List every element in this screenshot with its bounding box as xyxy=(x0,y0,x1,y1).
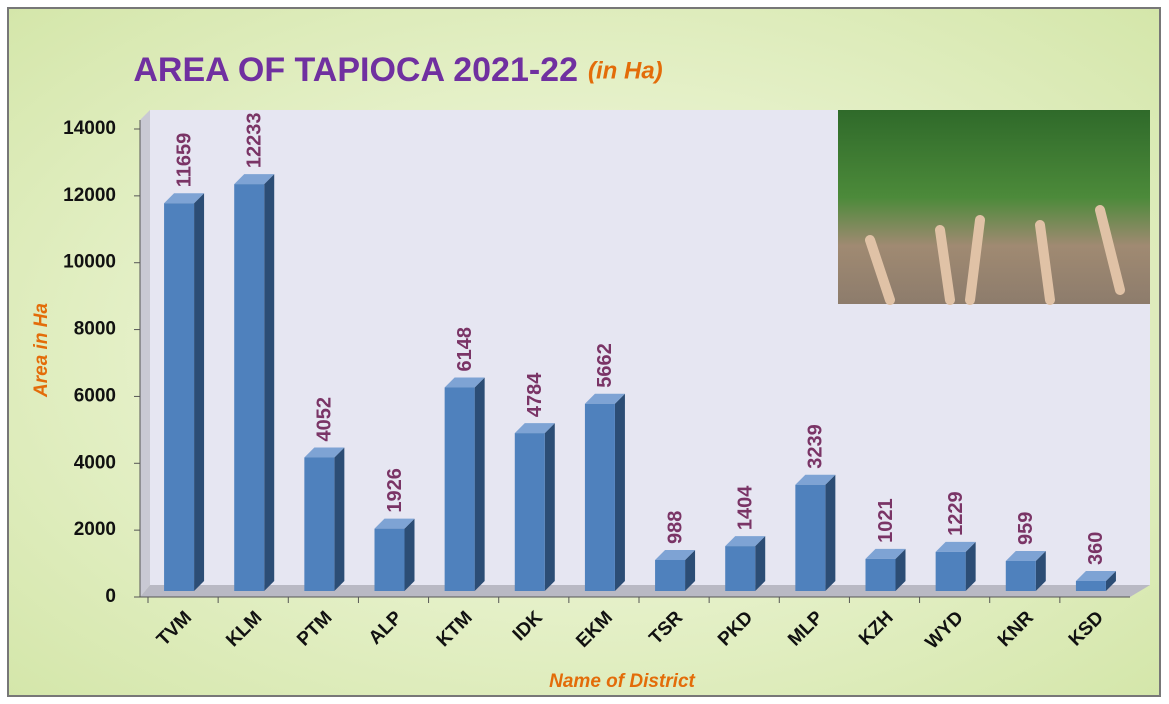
bar-face xyxy=(194,193,205,591)
bar-face xyxy=(584,403,615,591)
bar-face xyxy=(685,549,696,591)
value-label: 360 xyxy=(1085,532,1107,565)
bar-face xyxy=(1005,560,1036,591)
bar-face xyxy=(444,387,475,591)
bar-face xyxy=(444,377,485,388)
y-tick-label: 4000 xyxy=(74,452,116,473)
value-label: 959 xyxy=(1015,512,1037,545)
bar-face xyxy=(614,393,625,591)
value-label: 12233 xyxy=(243,112,265,168)
y-tick-label: 12000 xyxy=(63,185,116,206)
bar xyxy=(865,548,906,591)
bar-face xyxy=(655,559,686,591)
value-label: 5662 xyxy=(594,343,616,388)
bar xyxy=(164,193,205,591)
bar xyxy=(655,549,696,591)
x-axis-label: Name of District xyxy=(549,671,695,692)
bar-face xyxy=(264,174,275,591)
plot-floor xyxy=(140,585,1150,597)
bar-face xyxy=(755,536,766,591)
bar-face xyxy=(304,447,345,458)
y-tick-label: 6000 xyxy=(74,385,116,406)
bar-face xyxy=(584,393,625,404)
bar-face xyxy=(334,447,345,591)
y-tick-label: 10000 xyxy=(63,252,116,273)
chart-title-note: (in Ha) xyxy=(588,57,663,84)
bar-face xyxy=(865,548,906,559)
bar-face xyxy=(374,518,415,529)
value-label: 3239 xyxy=(805,424,827,469)
bar xyxy=(935,541,976,591)
photo xyxy=(838,110,1150,305)
bar-face xyxy=(544,423,555,591)
y-tick-label: 14000 xyxy=(63,118,116,139)
bar-face xyxy=(795,484,826,591)
bar-face xyxy=(895,548,906,591)
value-label: 1404 xyxy=(734,485,756,530)
bar-face xyxy=(865,558,896,591)
bar xyxy=(304,447,345,591)
bar xyxy=(234,174,275,591)
bar-face xyxy=(1075,570,1116,581)
value-label: 1229 xyxy=(945,491,967,536)
y-tick-label: 2000 xyxy=(74,519,116,540)
bar-face xyxy=(725,536,766,547)
bar-face xyxy=(164,203,195,591)
bar xyxy=(444,377,485,591)
bar xyxy=(514,423,555,591)
bar-face xyxy=(965,541,976,591)
bar-face xyxy=(1035,550,1046,591)
y-tick-label: 8000 xyxy=(74,319,116,340)
bar-face xyxy=(1005,550,1046,561)
plot-side-wall xyxy=(140,110,150,597)
bar xyxy=(584,393,625,591)
bar xyxy=(725,536,766,591)
bar-face xyxy=(514,423,555,434)
y-tick-label: 0 xyxy=(105,586,116,607)
bar xyxy=(795,474,836,591)
bar-face xyxy=(404,518,415,591)
y-axis-label: Area in Ha xyxy=(31,303,52,398)
bar-face xyxy=(234,184,265,591)
bar-face xyxy=(825,474,836,591)
bar-face xyxy=(935,541,976,552)
chart-title: AREA OF TAPIOCA 2021-22 xyxy=(133,51,578,89)
bar-face xyxy=(795,474,836,485)
bar-face xyxy=(374,528,405,591)
bar-face xyxy=(1075,580,1106,591)
bar xyxy=(374,518,415,591)
bar-face xyxy=(1105,570,1116,591)
bar-face xyxy=(935,551,966,591)
bar-face xyxy=(164,193,205,204)
value-label: 988 xyxy=(664,511,686,544)
bar-face xyxy=(304,457,335,591)
bar xyxy=(1005,550,1046,591)
bar-face xyxy=(725,546,756,591)
value-label: 4784 xyxy=(524,372,546,417)
bar-face xyxy=(514,433,545,591)
bar-face xyxy=(234,174,275,185)
bar xyxy=(1075,570,1116,591)
bar-face xyxy=(655,549,696,560)
value-label: 1926 xyxy=(384,468,406,513)
value-label: 6148 xyxy=(454,327,476,372)
value-label: 11659 xyxy=(173,133,195,188)
value-label: 1021 xyxy=(875,498,897,543)
value-label: 4052 xyxy=(314,397,336,442)
bar-face xyxy=(474,377,485,591)
